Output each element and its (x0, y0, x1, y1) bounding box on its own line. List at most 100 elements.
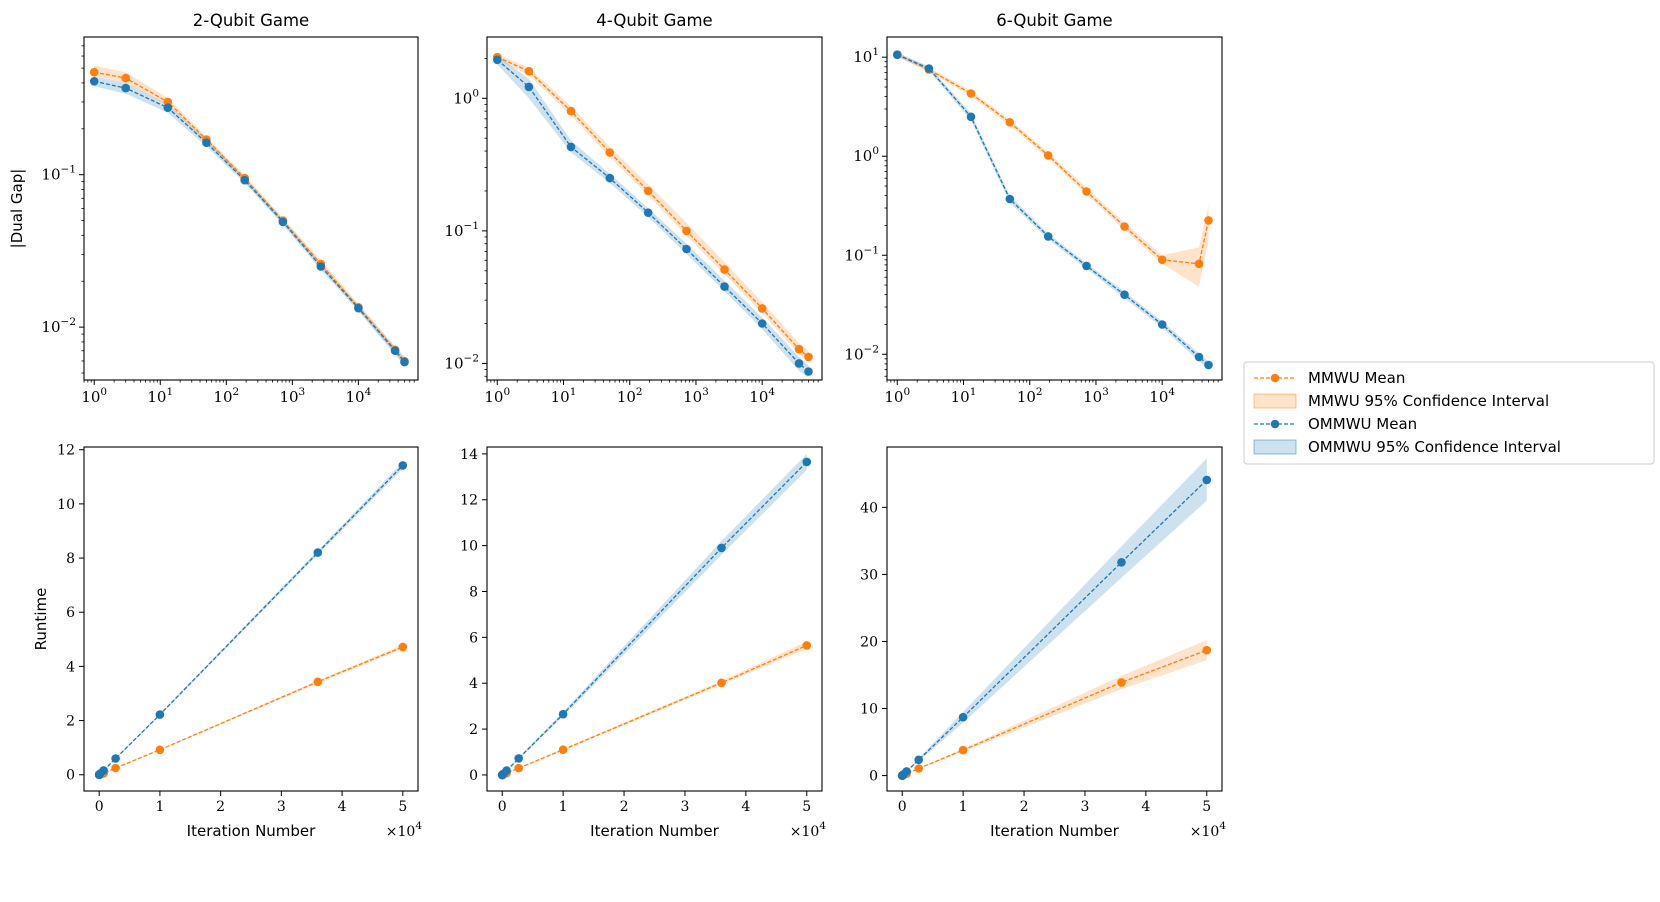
data-point-ommwu (757, 319, 767, 328)
axes-frame (486, 36, 823, 381)
x-tick-label: 1 (559, 799, 568, 815)
y-tick-label: 10−1 (41, 164, 76, 184)
plot-area-run-4 (497, 453, 812, 780)
x-tick-exponent: 4 (365, 386, 372, 398)
x-offset-base: ×10 (1190, 824, 1220, 840)
x-tick-exponent: 2 (1036, 386, 1043, 398)
y-tick-label: 10 (460, 539, 478, 555)
data-point-mmwu (89, 67, 99, 77)
x-tick-exponent: 4 (768, 386, 775, 398)
y-tick-label: 12 (460, 493, 478, 509)
data-point-ommwu (89, 77, 99, 86)
ci-band-mmwu (502, 641, 807, 775)
y-tick-label: 6 (66, 605, 75, 621)
x-tick-label: 5 (802, 799, 811, 815)
ci-band-ommwu (897, 52, 1209, 369)
x-tick-label: 4 (741, 799, 750, 815)
data-point-mmwu (914, 764, 923, 773)
data-point-mmwu (1204, 216, 1213, 225)
ci-band-mmwu (897, 52, 1209, 287)
x-offset-label: ×104 (1190, 820, 1227, 840)
y-tick-label: 2 (469, 722, 478, 738)
y-tick-label: 4 (469, 676, 478, 692)
x-offset-label: ×104 (386, 820, 423, 840)
x-tick-label: 5 (398, 799, 407, 815)
x-axis-label: Iteration Number (990, 822, 1119, 840)
legend-label: MMWU 95% Confidence Interval (1308, 392, 1549, 410)
x-tick-exponent: 0 (100, 386, 107, 398)
y-tick-exponent: 0 (872, 145, 879, 157)
data-point-mmwu (514, 763, 523, 773)
legend-marker (1270, 419, 1280, 429)
data-point-mmwu (1005, 118, 1015, 127)
legend-label: MMWU Mean (1308, 369, 1405, 387)
y-tick-label: 2 (66, 714, 75, 730)
data-point-mmwu (524, 66, 534, 76)
y-tick-label: 10 (57, 497, 75, 513)
y-tick-exponent: −1 (61, 164, 76, 176)
data-point-mmwu (1157, 255, 1167, 265)
axes-frame (886, 446, 1223, 792)
x-tick-label: 5 (1202, 799, 1211, 815)
data-point-ommwu (958, 712, 968, 722)
data-point-ommwu (914, 755, 923, 765)
x-tick-exponent: 2 (636, 386, 643, 398)
data-point-ommwu (400, 357, 409, 367)
x-tick-label: 100 (884, 386, 910, 406)
data-point-mmwu (1043, 151, 1053, 160)
data-point-ommwu (313, 548, 323, 557)
data-point-ommwu (717, 543, 726, 553)
x-tick-label: 2 (216, 799, 225, 815)
y-tick-label: 20 (860, 634, 878, 650)
x-tick-label: 3 (277, 799, 286, 815)
data-point-mmwu (398, 642, 408, 652)
plot-area-dual-6 (893, 50, 1213, 370)
y-tick-exponent: −2 (864, 343, 879, 355)
x-offset-exponent: 4 (1219, 820, 1226, 832)
data-point-ommwu (354, 303, 363, 313)
x-tick-exponent: 1 (166, 386, 173, 398)
data-point-mmwu (1120, 222, 1129, 231)
y-tick-exponent: −2 (464, 352, 479, 364)
x-axis-label: Iteration Number (187, 822, 316, 840)
data-point-mmwu (682, 226, 691, 236)
legend-band-swatch (1253, 439, 1297, 455)
series-line-ommwu (94, 80, 406, 363)
y-tick-exponent: −2 (61, 316, 76, 328)
y-tick-label: 10−2 (41, 316, 76, 336)
x-tick-label: 0 (95, 799, 104, 815)
data-point-mmwu (155, 745, 165, 755)
data-point-ommwu (493, 55, 502, 65)
y-tick-label: 0 (469, 768, 478, 784)
axes-frame (83, 446, 419, 792)
data-point-ommwu (924, 64, 934, 73)
data-point-ommwu (202, 138, 211, 147)
y-tick-label: 30 (860, 567, 878, 583)
data-point-ommwu (1082, 261, 1091, 271)
plot-area-dual-2 (89, 65, 409, 367)
series-line-mmwu (897, 54, 1210, 265)
x-tick-exponent: 3 (299, 386, 306, 398)
data-point-ommwu (99, 766, 108, 775)
data-point-mmwu (802, 641, 812, 650)
x-offset-exponent: 4 (415, 820, 422, 832)
x-tick-exponent: 1 (970, 386, 977, 398)
data-point-ommwu (1120, 290, 1129, 300)
x-tick-label: 101 (147, 386, 173, 406)
data-point-ommwu (240, 175, 249, 185)
x-tick-label: 101 (551, 386, 577, 406)
chart-title: 2-Qubit Game (193, 11, 309, 30)
ci-band-mmwu (99, 644, 403, 775)
plot-area-run-2 (94, 461, 408, 779)
data-point-ommwu (966, 112, 976, 122)
legend: MMWU Mean MMWU 95% Confidence Interval OMM… (1243, 361, 1655, 465)
data-point-ommwu (1202, 475, 1212, 485)
y-axis-label: Runtime (32, 588, 50, 651)
x-tick-label: 3 (680, 799, 689, 815)
y-tick-label: 10−2 (444, 352, 479, 372)
data-point-mmwu (605, 148, 615, 157)
x-tick-exponent: 3 (1102, 386, 1109, 398)
